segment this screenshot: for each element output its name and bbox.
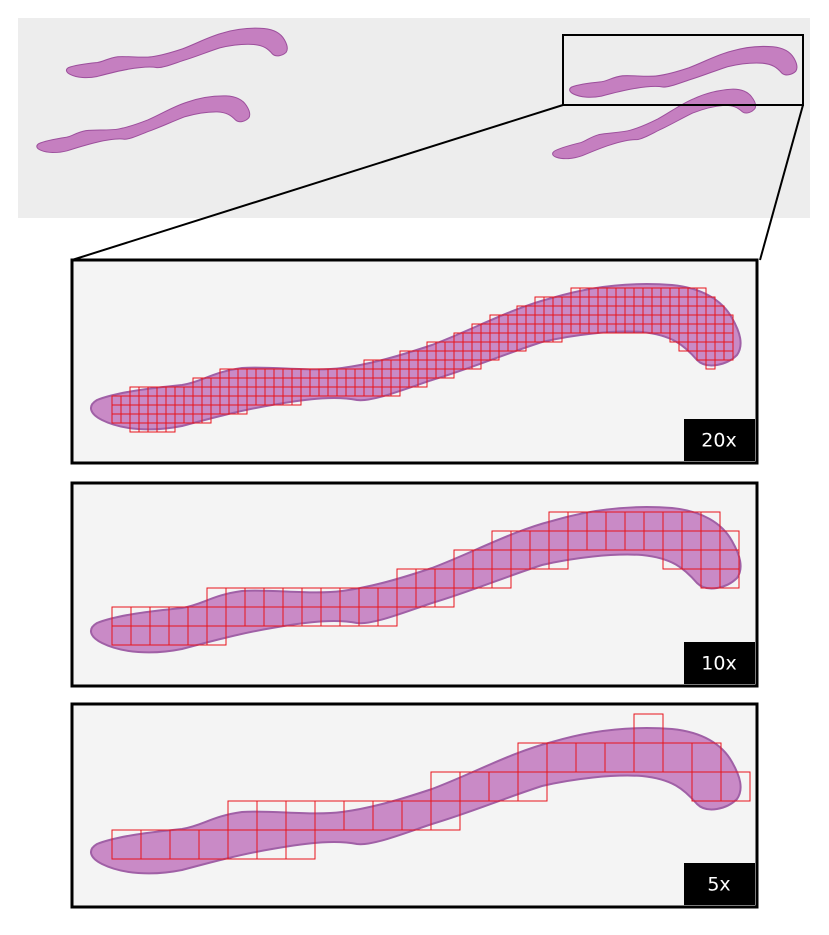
magnification-panel: 5x bbox=[70, 702, 759, 909]
tile bbox=[206, 625, 227, 646]
magnification-panel: 20x bbox=[70, 258, 759, 465]
tile bbox=[430, 800, 461, 831]
tissue-thumbnail bbox=[569, 45, 798, 98]
tile bbox=[444, 368, 455, 379]
label-box bbox=[684, 863, 755, 905]
magnification-label: 5x bbox=[707, 874, 730, 896]
magnification-panel: 10x bbox=[70, 481, 759, 688]
tile bbox=[237, 404, 248, 415]
zoom-line bbox=[71, 104, 564, 261]
tile bbox=[720, 771, 751, 802]
tissue-thumbnail bbox=[552, 88, 757, 160]
tile bbox=[377, 606, 398, 627]
tile bbox=[705, 359, 716, 370]
panels: 20x 10x 5x bbox=[70, 258, 759, 909]
tissue-thumbnail bbox=[36, 95, 251, 154]
tile bbox=[516, 341, 527, 352]
tile bbox=[291, 395, 302, 406]
tile bbox=[471, 359, 482, 370]
slide-overview bbox=[18, 18, 810, 218]
label-box bbox=[684, 642, 755, 684]
tile bbox=[165, 422, 176, 433]
zoom-line bbox=[759, 104, 804, 261]
tile bbox=[517, 771, 548, 802]
label-box bbox=[684, 419, 755, 461]
magnification-label: 10x bbox=[701, 653, 736, 675]
tile bbox=[491, 568, 512, 589]
tile bbox=[434, 587, 455, 608]
tile bbox=[390, 386, 401, 397]
tile bbox=[417, 377, 428, 388]
tile bbox=[201, 413, 212, 424]
tile bbox=[723, 350, 734, 361]
tile bbox=[285, 829, 316, 860]
thumbnails bbox=[36, 27, 798, 160]
magnification-label: 20x bbox=[701, 430, 736, 452]
tile bbox=[489, 350, 500, 361]
tissue-thumbnail bbox=[65, 27, 288, 79]
zoom-box bbox=[562, 34, 804, 106]
tile bbox=[719, 568, 740, 589]
tile bbox=[548, 549, 569, 570]
tile bbox=[552, 332, 563, 343]
